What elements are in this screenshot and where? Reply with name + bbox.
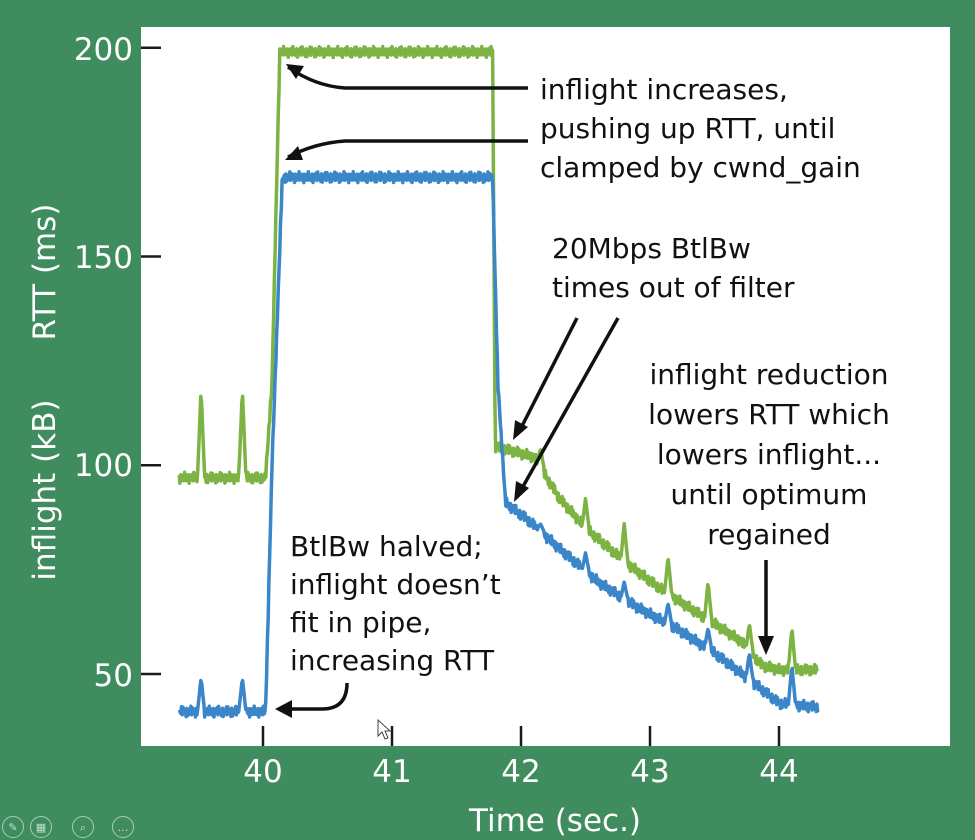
annotation-reduction: until optimum xyxy=(671,478,868,511)
slides-icon[interactable]: ▦ xyxy=(30,816,52,838)
arrowhead xyxy=(275,700,292,718)
pen-icon[interactable]: ✎ xyxy=(2,816,24,838)
x-tick-label: 42 xyxy=(501,754,540,790)
annotation-btlbw-timeout: 20Mbps BtlBw xyxy=(552,232,751,265)
annotation-btlbw-halved: inflight doesn’t xyxy=(290,568,501,601)
arrowhead xyxy=(513,420,528,440)
y-tick-label: 50 xyxy=(94,658,133,694)
arrowhead xyxy=(758,636,774,655)
annotation-btlbw-timeout: times out of filter xyxy=(552,271,795,304)
annotation-reduction: lowers inflight... xyxy=(657,438,881,471)
series-line-rtt xyxy=(177,44,820,677)
arrowhead xyxy=(285,146,303,160)
annotation-btlbw-halved: BtlBw halved; xyxy=(290,530,483,563)
axis-ticks xyxy=(141,46,781,746)
series-line-inflight xyxy=(177,170,820,719)
annotation-btlbw-halved: increasing RTT xyxy=(290,644,495,677)
cursor-icon xyxy=(377,718,392,740)
arrow-to-rtt-drop xyxy=(518,317,579,431)
annotation-arrows xyxy=(275,64,774,718)
arrowhead xyxy=(514,481,529,502)
x-tick-label: 44 xyxy=(759,754,798,790)
arrow-to-btlbw-halved xyxy=(289,682,349,711)
y-axis-title-inflight: inflight (kB) xyxy=(27,399,63,580)
annotation-clamp: pushing up RTT, until xyxy=(540,112,835,145)
x-tick-label: 43 xyxy=(630,754,669,790)
annotation-clamp: clamped by cwnd_gain xyxy=(540,151,861,184)
annotation-btlbw-halved: fit in pipe, xyxy=(290,606,431,639)
y-axis-title-rtt: RTT (ms) xyxy=(27,203,63,340)
annotation-reduction: inflight reduction xyxy=(649,358,888,391)
annotation-reduction: regained xyxy=(707,518,831,551)
more-icon[interactable]: … xyxy=(112,816,134,838)
annotation-reduction: lowers RTT which xyxy=(648,398,890,431)
x-tick-label: 41 xyxy=(372,754,411,790)
arrow-to-inflight-drop xyxy=(519,317,620,491)
y-tick-label: 100 xyxy=(74,448,133,484)
x-tick-label: 40 xyxy=(243,754,282,790)
x-axis-title: Time (sec.) xyxy=(468,803,641,839)
y-tick-label: 200 xyxy=(74,32,133,68)
zoom-icon[interactable]: ⌕ xyxy=(72,816,94,838)
y-tick-label: 150 xyxy=(74,240,133,276)
arrowhead xyxy=(286,64,304,79)
annotation-clamp: inflight increases, xyxy=(540,73,788,106)
